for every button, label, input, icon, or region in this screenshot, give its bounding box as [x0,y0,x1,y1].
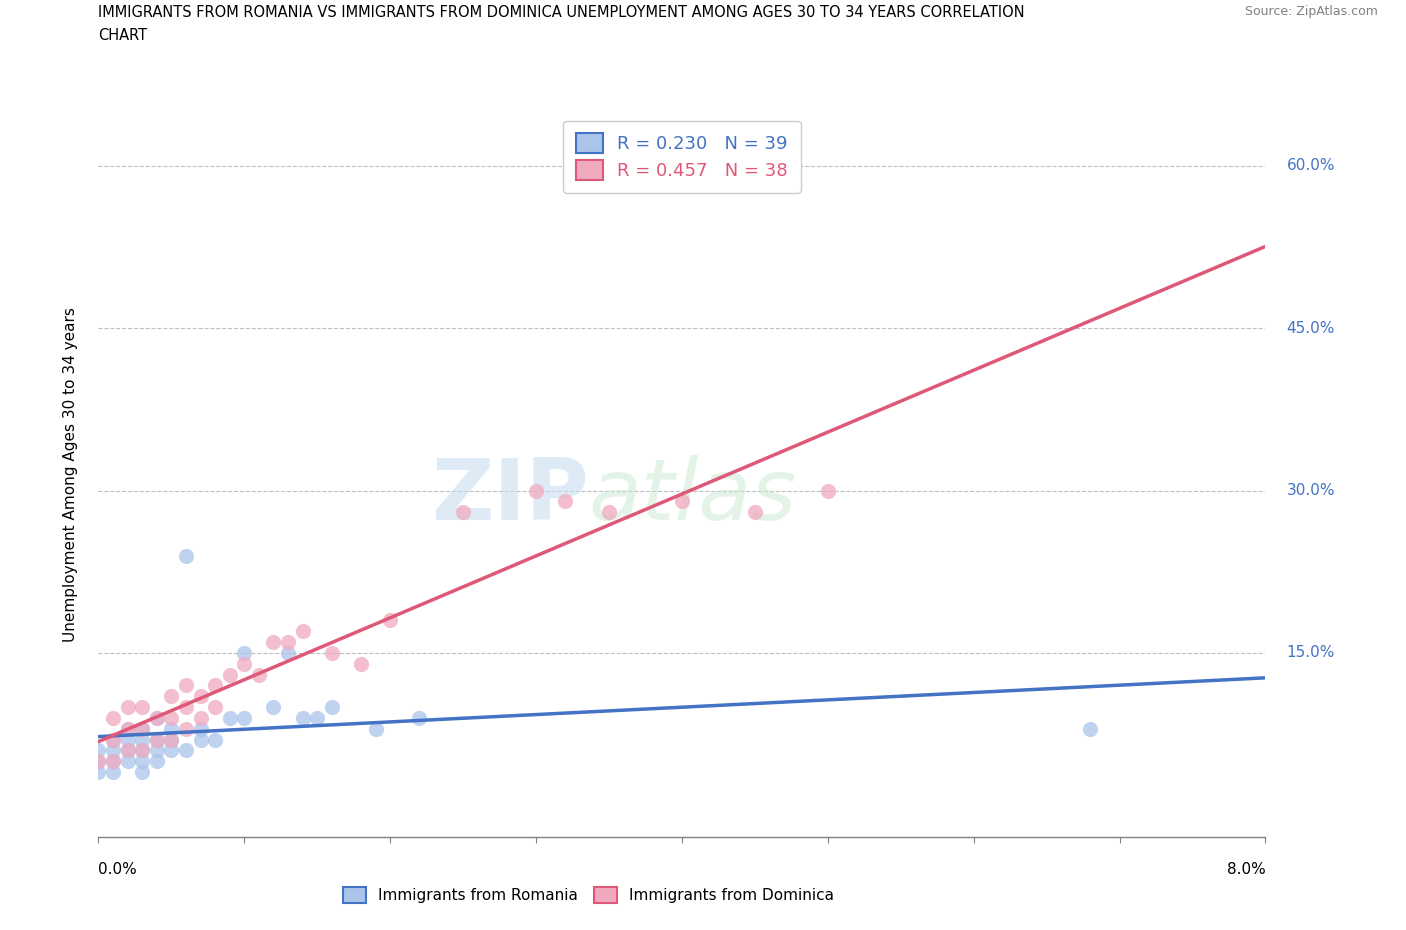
Point [598,505,620,520]
Point [87,743,110,758]
Point [190,711,212,725]
Point [190,689,212,704]
Point [277,634,299,649]
Point [218,667,240,682]
Point [160,711,183,725]
Point [174,548,197,563]
Text: 0.0%: 0.0% [98,862,138,877]
Point [160,732,183,747]
Point [131,732,153,747]
Text: Source: ZipAtlas.com: Source: ZipAtlas.com [1244,5,1378,18]
Point [101,764,124,779]
Point [174,678,197,693]
Point [160,743,183,758]
Point [817,483,839,498]
Point [233,711,256,725]
Point [146,711,169,725]
Point [204,678,226,693]
Point [262,699,284,714]
Text: atlas: atlas [589,455,797,538]
Point [174,699,197,714]
Text: IMMIGRANTS FROM ROMANIA VS IMMIGRANTS FROM DOMINICA UNEMPLOYMENT AMONG AGES 30 T: IMMIGRANTS FROM ROMANIA VS IMMIGRANTS FR… [98,5,1025,20]
Point [190,732,212,747]
Y-axis label: Unemployment Among Ages 30 to 34 years: Unemployment Among Ages 30 to 34 years [63,307,77,642]
Point [160,732,183,747]
Point [117,754,139,769]
Point [190,722,212,737]
Point [101,732,124,747]
Point [218,711,240,725]
Point [364,722,387,737]
Text: 60.0%: 60.0% [1286,158,1334,173]
Point [174,722,197,737]
Point [350,657,373,671]
Point [87,764,110,779]
Point [204,732,226,747]
Point [131,743,153,758]
Point [291,711,314,725]
Point [117,743,139,758]
Point [451,505,474,520]
Point [408,711,430,725]
Point [131,722,153,737]
Point [146,743,169,758]
Point [233,657,256,671]
Point [117,732,139,747]
Text: 45.0%: 45.0% [1286,321,1334,336]
Point [146,754,169,769]
Point [554,494,576,509]
Point [87,754,110,769]
Point [117,722,139,737]
Point [131,743,153,758]
Point [378,613,402,628]
Point [262,634,284,649]
Point [174,743,197,758]
Point [146,732,169,747]
Point [307,711,329,725]
Point [101,754,124,769]
Point [160,689,183,704]
Point [291,624,314,639]
Point [671,494,693,509]
Text: 15.0%: 15.0% [1286,645,1334,660]
Point [277,645,299,660]
Point [160,722,183,737]
Point [101,732,124,747]
Point [204,699,226,714]
Point [117,699,139,714]
Point [131,699,153,714]
Point [131,764,153,779]
Point [1080,722,1102,737]
Text: CHART: CHART [98,28,148,43]
Point [131,754,153,769]
Legend: Immigrants from Romania, Immigrants from Dominica: Immigrants from Romania, Immigrants from… [337,881,839,910]
Point [146,711,169,725]
Point [117,722,139,737]
Point [233,645,256,660]
Point [101,754,124,769]
Point [101,711,124,725]
Point [247,667,270,682]
Point [146,732,169,747]
Point [101,743,124,758]
Point [131,722,153,737]
Point [321,699,343,714]
Text: 8.0%: 8.0% [1226,862,1265,877]
Point [744,505,766,520]
Point [87,754,110,769]
Point [524,483,547,498]
Point [117,743,139,758]
Text: ZIP: ZIP [430,455,589,538]
Point [321,645,343,660]
Text: 30.0%: 30.0% [1286,483,1334,498]
